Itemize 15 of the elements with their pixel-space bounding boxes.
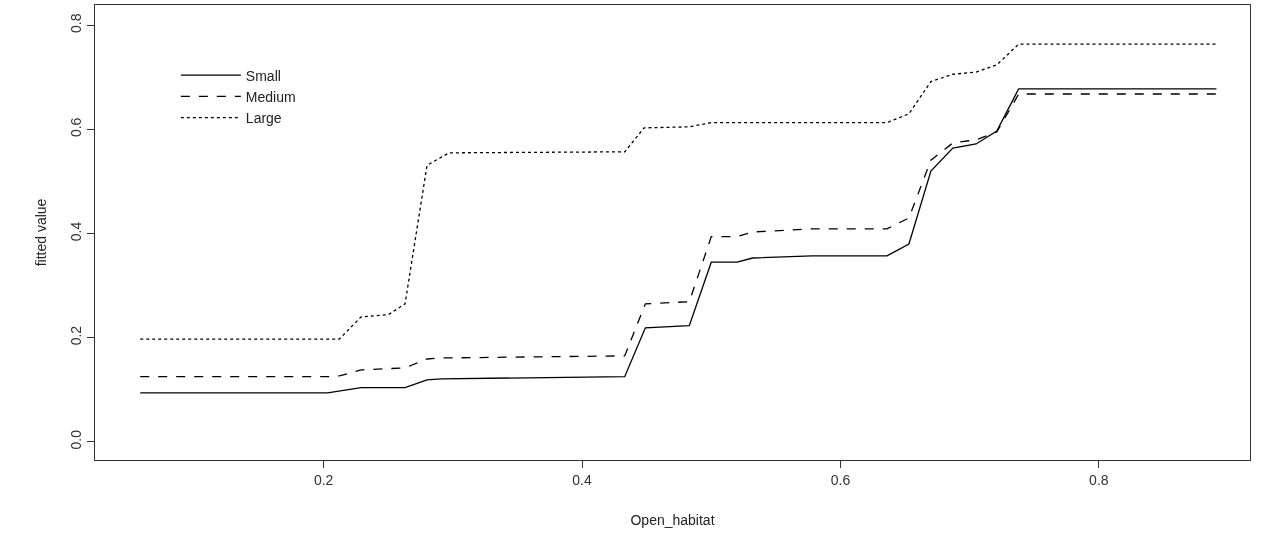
y-tick-label: 0.0: [68, 429, 85, 450]
legend-label: Medium: [245, 88, 296, 105]
y-tick-label: 0.6: [68, 117, 85, 138]
x-tick-label: 0.4: [572, 471, 592, 488]
y-tick-label: 0.8: [68, 13, 85, 33]
x-tick-label: 0.8: [1089, 471, 1109, 488]
x-tick-label: 0.6: [830, 471, 851, 488]
y-axis-title: fitted value: [33, 198, 49, 267]
y-tick-label: 0.2: [68, 325, 85, 346]
legend-label: Large: [245, 110, 282, 127]
legend-label: Small: [245, 67, 281, 84]
line-series: [139, 43, 1218, 340]
x-axis-title: Open_habitat: [630, 512, 715, 529]
y-tick-label: 0.4: [68, 221, 85, 242]
x-tick-label: 0.2: [313, 471, 334, 488]
